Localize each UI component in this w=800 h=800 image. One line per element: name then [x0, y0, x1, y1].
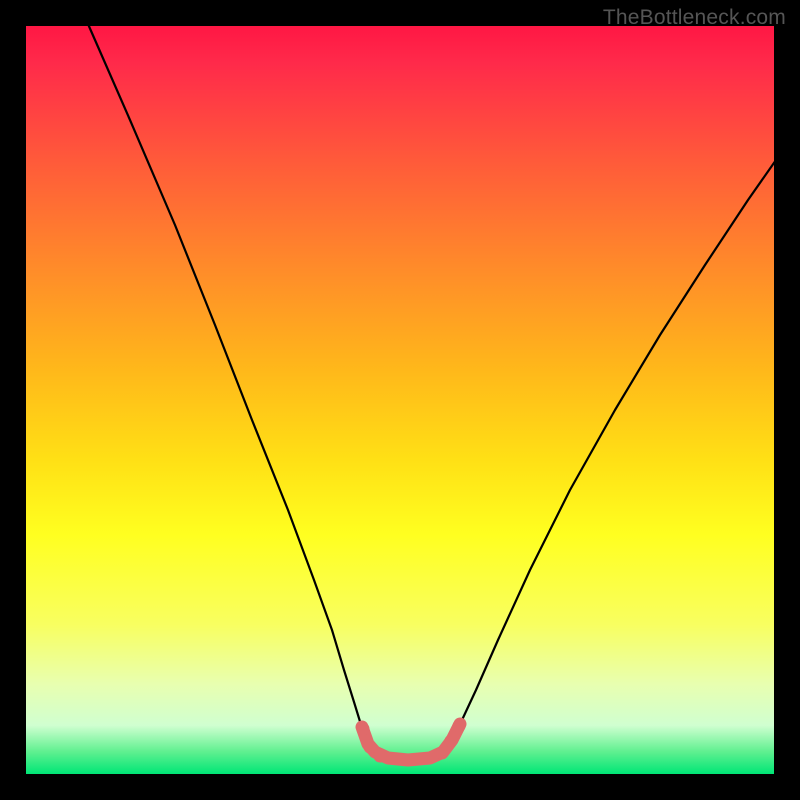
highlight-knob	[445, 735, 458, 748]
highlight-knob	[357, 723, 370, 736]
highlight-knob	[374, 750, 387, 763]
watermark-text: TheBottleneck.com	[603, 6, 786, 30]
highlight-knob	[364, 741, 377, 754]
highlight-knob	[436, 747, 449, 760]
highlight-knob	[453, 720, 466, 733]
chart-frame: TheBottleneck.com	[0, 0, 800, 800]
bottleneck-chart	[0, 0, 800, 800]
